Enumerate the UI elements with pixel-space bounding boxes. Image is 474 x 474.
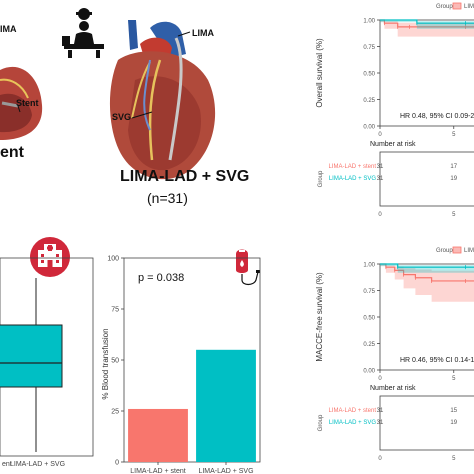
km-y-tick-label: 1.00 bbox=[363, 263, 375, 269]
hospital-icon bbox=[30, 237, 70, 277]
bar-x-tick-label: LIMA-LAD + SVG bbox=[198, 468, 253, 474]
km-y-tick-label: 0.75 bbox=[363, 289, 375, 295]
bar-y-axis-title: % Blood transfusion bbox=[101, 328, 110, 399]
km-y-axis-title: Overall survival (%) bbox=[315, 38, 324, 108]
km-risk-row-label: LIMA-LAD + SVG bbox=[329, 176, 377, 182]
box-x-label-1: LIMA-LAD + SVG bbox=[10, 461, 65, 468]
km-x-tick-label: 0 bbox=[378, 132, 382, 138]
km-risk-x-tick-label: 0 bbox=[378, 212, 382, 218]
blood-transfusion-chart: 0 25 50 75 100 LIMA-LAD + stent LIMA-LAD + SVG… bbox=[101, 249, 261, 474]
surgeon-icon bbox=[62, 8, 104, 58]
km-risk-title: Number at risk bbox=[370, 141, 416, 148]
km-ci-band-stent bbox=[380, 20, 474, 37]
km-risk-x-tick-label: 0 bbox=[378, 456, 382, 462]
km-risk-value: 31 bbox=[377, 164, 384, 170]
km-y-tick-label: 0.00 bbox=[363, 125, 375, 131]
svg-label: SVG bbox=[112, 112, 132, 122]
km-risk-row-label: LIMA-LAD + stent bbox=[328, 164, 376, 170]
km-y-tick-label: 1.00 bbox=[363, 19, 375, 25]
km-legend-swatch bbox=[452, 246, 462, 254]
km-risk-axis-title: Group bbox=[318, 414, 324, 431]
km-curve-stent bbox=[380, 263, 474, 282]
bar-y-tick-label: 0 bbox=[115, 460, 119, 467]
km-y-axis-title: MACCE-free survival (%) bbox=[315, 272, 324, 362]
km-ci-band-svg bbox=[380, 264, 474, 273]
km-legend-title: Group bbox=[436, 248, 453, 254]
group-left-title: ent bbox=[0, 144, 24, 161]
km-risk-frame bbox=[379, 395, 474, 451]
p-value-annotation: p = 0.038 bbox=[138, 272, 184, 284]
km-risk-value: 31 bbox=[377, 420, 384, 426]
km-ci-band-svg bbox=[380, 20, 474, 29]
km-legend-title: Group bbox=[436, 4, 453, 10]
km-legend-label: LIMA- bbox=[464, 248, 474, 254]
bar-svg bbox=[196, 349, 256, 462]
km-y-tick-label: 0.50 bbox=[363, 72, 375, 78]
bar-y-tick-label: 25 bbox=[111, 409, 119, 416]
km-y-tick-label: 0.25 bbox=[363, 342, 375, 348]
stent-label: Stent bbox=[16, 98, 39, 108]
box-plot-frame bbox=[0, 257, 94, 457]
box-svg-group bbox=[0, 324, 63, 388]
km-x-tick-label: 5 bbox=[452, 132, 456, 138]
km-risk-row-label: LIMA-LAD + stent bbox=[328, 408, 376, 414]
km-risk-value: 31 bbox=[377, 176, 384, 182]
km-risk-x-tick-label: 5 bbox=[452, 456, 456, 462]
macce-free-survival-chart: Group LIMA- 0.00 0.25 0.50 0.75 1.00 0 5 MACCE-fr… bbox=[315, 246, 474, 462]
km-x-tick-label: 0 bbox=[378, 376, 382, 382]
bar-y-tick-label: 50 bbox=[111, 358, 119, 365]
right-heart-illustration bbox=[109, 20, 216, 180]
group-right-n: (n=31) bbox=[147, 190, 188, 206]
km-risk-value: 17 bbox=[450, 164, 457, 170]
km-y-tick-label: 0.75 bbox=[363, 45, 375, 51]
km-risk-frame bbox=[379, 151, 474, 207]
illustration-area bbox=[0, 8, 216, 180]
box-x-label-0: ent bbox=[2, 461, 12, 468]
km-y-tick-label: 0.25 bbox=[363, 98, 375, 104]
km-legend-label: LIMA- bbox=[464, 4, 474, 10]
km-risk-x-tick-label: 5 bbox=[452, 212, 456, 218]
bar-stent bbox=[128, 408, 188, 462]
km-risk-value: 31 bbox=[377, 408, 384, 414]
km-risk-value: 19 bbox=[450, 176, 457, 182]
bar-y-tick-label: 100 bbox=[107, 256, 119, 263]
group-right-title: LIMA-LAD + SVG bbox=[120, 168, 250, 185]
km-x-tick-label: 5 bbox=[452, 376, 456, 382]
lima-label: LIMA bbox=[192, 28, 214, 38]
bar-x-tick-label: LIMA-LAD + stent bbox=[130, 468, 185, 474]
box-plot: ent LIMA-LAD + SVG bbox=[0, 237, 94, 468]
lima-left-label: IMA bbox=[0, 24, 17, 34]
km-y-tick-label: 0.00 bbox=[363, 369, 375, 375]
km-risk-value: 19 bbox=[450, 420, 457, 426]
km-risk-axis-title: Group bbox=[318, 170, 324, 187]
km-legend-swatch bbox=[452, 2, 462, 10]
blood-bag-icon bbox=[236, 249, 260, 286]
left-heart-illustration bbox=[0, 66, 43, 140]
km-hr-annotation: HR 0.46, 95% CI 0.14-1.52, bbox=[400, 357, 474, 364]
km-risk-value: 15 bbox=[450, 408, 457, 414]
overall-survival-chart: Group LIMA- 0.00 0.25 0.50 0.75 1.00 0 5 Overall … bbox=[315, 2, 474, 218]
km-risk-title: Number at risk bbox=[370, 385, 416, 392]
km-risk-row-label: LIMA-LAD + SVG bbox=[329, 420, 377, 426]
bar-y-tick-label: 75 bbox=[111, 307, 119, 314]
km-hr-annotation: HR 0.48, 95% CI 0.09-2.64, bbox=[400, 113, 474, 120]
km-y-tick-label: 0.50 bbox=[363, 316, 375, 322]
